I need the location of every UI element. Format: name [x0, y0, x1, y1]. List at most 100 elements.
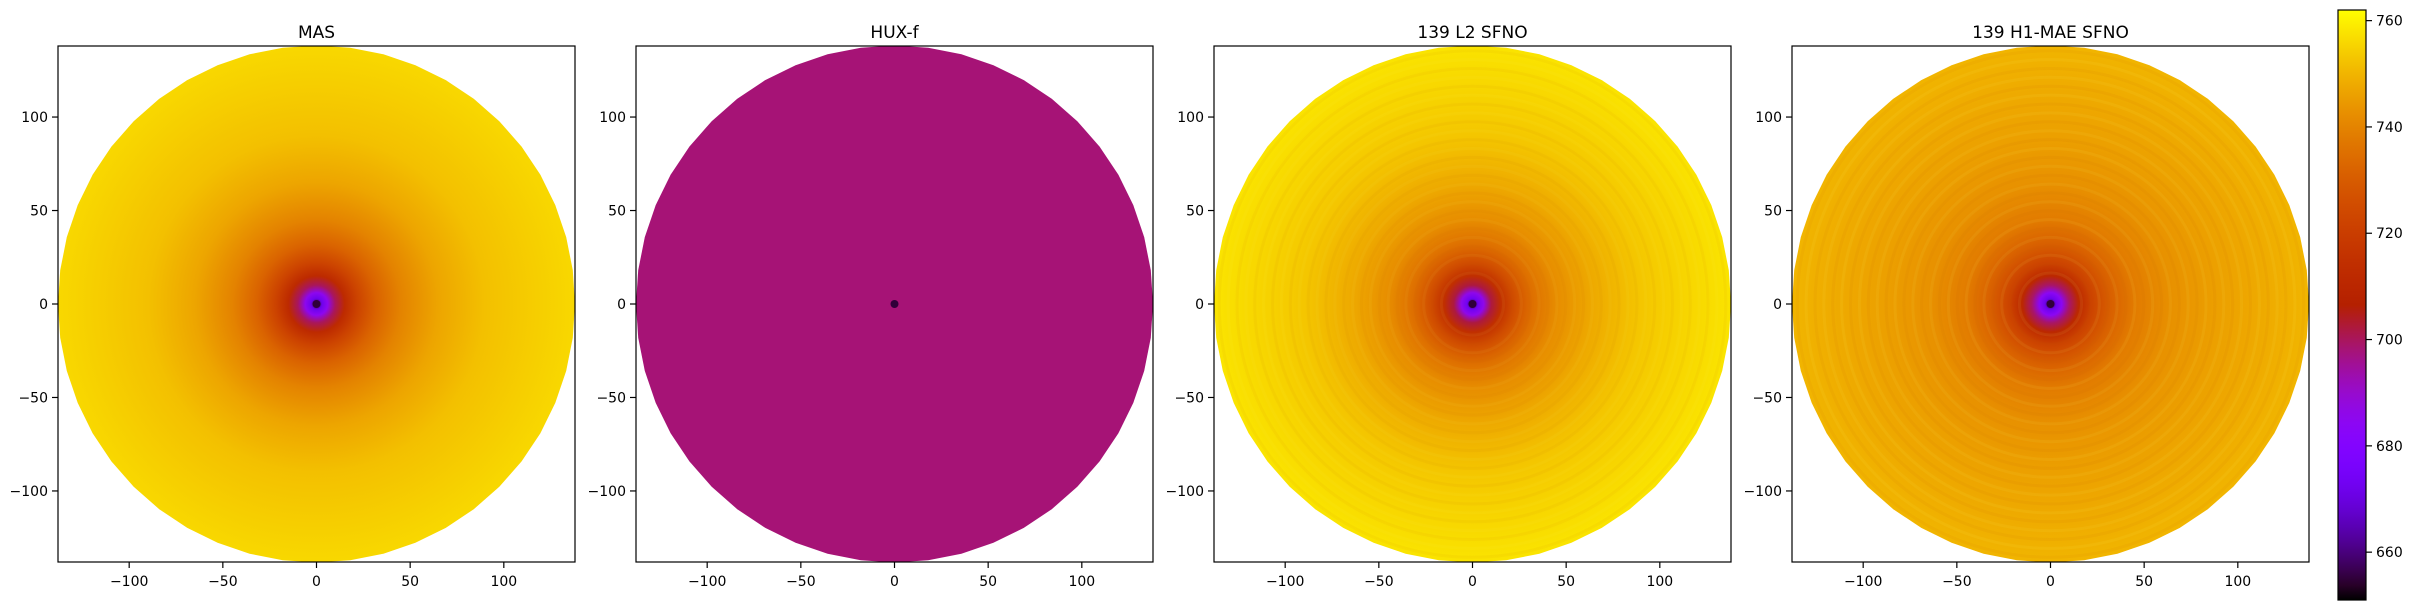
texture-ring — [1235, 67, 1710, 541]
texture-ring — [1262, 93, 1683, 515]
y-tick-label: 0 — [39, 297, 48, 313]
y-tick-label: −50 — [18, 390, 48, 406]
center-core — [1468, 300, 1477, 308]
texture-ring — [1920, 173, 2181, 435]
y-tick-label: 50 — [1764, 204, 1782, 220]
panel-hux-f: HUX-f −100 −50 0 50 100 −100 −50 0 50 100 — [588, 23, 1154, 590]
texture-ring — [1297, 129, 1648, 479]
y-tick-label: 100 — [1755, 110, 1782, 126]
texture-ring — [1440, 271, 1505, 337]
panel-mas: MAS −100 −50 0 50 100 −100 −50 0 50 100 — [10, 23, 576, 590]
colorbar-tick-label: 680 — [2376, 439, 2403, 455]
colorbar-tick-label: 700 — [2376, 333, 2403, 349]
y-tick-label: −100 — [1166, 484, 1204, 500]
texture-ring — [1955, 209, 2146, 399]
y-tick-label: 100 — [599, 110, 626, 126]
x-tick-label: −50 — [1364, 574, 1394, 590]
texture-ring — [1902, 155, 2199, 453]
texture-ring — [1315, 147, 1630, 461]
ring-texture — [1795, 49, 2306, 559]
texture-ring — [1911, 164, 2190, 444]
y-tick-label: 100 — [1177, 110, 1204, 126]
y-tick-label: 50 — [608, 204, 626, 220]
texture-ring — [1422, 253, 1523, 355]
x-tick-label: −50 — [786, 574, 816, 590]
center-core — [890, 300, 899, 308]
colorbar-tick-label: 720 — [2376, 226, 2403, 242]
texture-ring — [1982, 235, 2119, 373]
colorbar-tick-label: 740 — [2376, 120, 2403, 136]
texture-ring — [1849, 102, 2252, 506]
panel-title: 139 H1-MAE SFNO — [1972, 23, 2129, 43]
texture-ring — [1253, 84, 1692, 524]
y-tick-label: 50 — [1186, 204, 1204, 220]
x-tick-label: −100 — [1844, 574, 1882, 590]
panel-h1-mae-sfno: 139 H1-MAE SFNO −100 −50 0 50 100 −100 −50 0 50 1… — [1744, 23, 2310, 590]
y-tick-label: −100 — [1744, 484, 1782, 500]
colorbar-tick-label: 760 — [2376, 14, 2403, 30]
texture-ring — [1324, 155, 1621, 453]
texture-ring — [1804, 58, 2297, 550]
texture-ring — [1342, 173, 1603, 435]
x-tick-label: 100 — [1646, 574, 1673, 590]
texture-ring — [1217, 49, 1728, 559]
texture-ring — [1866, 120, 2235, 488]
texture-ring — [1973, 227, 2128, 381]
y-tick-label: −100 — [588, 484, 626, 500]
x-tick-label: −100 — [110, 574, 148, 590]
texture-ring — [1244, 75, 1701, 533]
texture-ring — [1822, 75, 2279, 533]
y-tick-label: 0 — [1195, 297, 1204, 313]
texture-ring — [1306, 138, 1639, 470]
texture-ring — [1893, 147, 2208, 461]
texture-ring — [1795, 49, 2306, 559]
x-tick-label: 50 — [979, 574, 997, 590]
texture-ring — [1884, 138, 2217, 470]
texture-ring — [1964, 218, 2137, 390]
texture-ring — [1413, 244, 1532, 364]
texture-ring — [1857, 111, 2244, 497]
x-tick-label: −100 — [688, 574, 726, 590]
x-tick-label: 100 — [490, 574, 517, 590]
texture-ring — [1271, 102, 1674, 506]
y-tick-label: −50 — [1174, 390, 1204, 406]
x-tick-label: 100 — [2224, 574, 2251, 590]
texture-ring — [1831, 84, 2270, 524]
x-tick-label: −50 — [208, 574, 238, 590]
texture-ring — [2018, 271, 2083, 337]
texture-ring — [1368, 200, 1577, 408]
texture-ring — [1395, 227, 1550, 381]
colorbar-gradient — [2338, 10, 2366, 600]
texture-ring — [1946, 200, 2155, 408]
x-tick-label: 50 — [2135, 574, 2153, 590]
texture-ring — [2000, 253, 2101, 355]
x-tick-label: 0 — [2046, 574, 2055, 590]
texture-ring — [2009, 262, 2092, 346]
x-tick-label: −50 — [1942, 574, 1972, 590]
texture-ring — [1875, 129, 2226, 479]
texture-ring — [1351, 182, 1594, 426]
x-tick-label: 0 — [890, 574, 899, 590]
ring-texture — [1217, 49, 1728, 559]
y-tick-label: 50 — [30, 204, 48, 220]
x-tick-label: −100 — [1266, 574, 1304, 590]
texture-ring — [1333, 164, 1612, 444]
center-core — [2046, 300, 2055, 308]
texture-ring — [1840, 93, 2261, 515]
y-tick-label: 100 — [21, 110, 48, 126]
texture-ring — [1377, 209, 1568, 399]
panel-l2-sfno: 139 L2 SFNO −100 −50 0 50 100 −100 −50 0 50 100 — [1166, 23, 1732, 590]
panel-title: 139 L2 SFNO — [1417, 23, 1527, 43]
y-tick-label: 0 — [1773, 297, 1782, 313]
texture-ring — [1288, 120, 1657, 488]
colorbar-frame — [2337, 9, 2367, 601]
x-tick-label: 100 — [1068, 574, 1095, 590]
panel-title: MAS — [298, 23, 335, 43]
texture-ring — [1991, 244, 2110, 364]
texture-ring — [1226, 58, 1719, 550]
y-tick-label: −50 — [1752, 390, 1782, 406]
texture-ring — [1813, 67, 2288, 541]
x-tick-label: 50 — [401, 574, 419, 590]
y-tick-label: 0 — [617, 297, 626, 313]
